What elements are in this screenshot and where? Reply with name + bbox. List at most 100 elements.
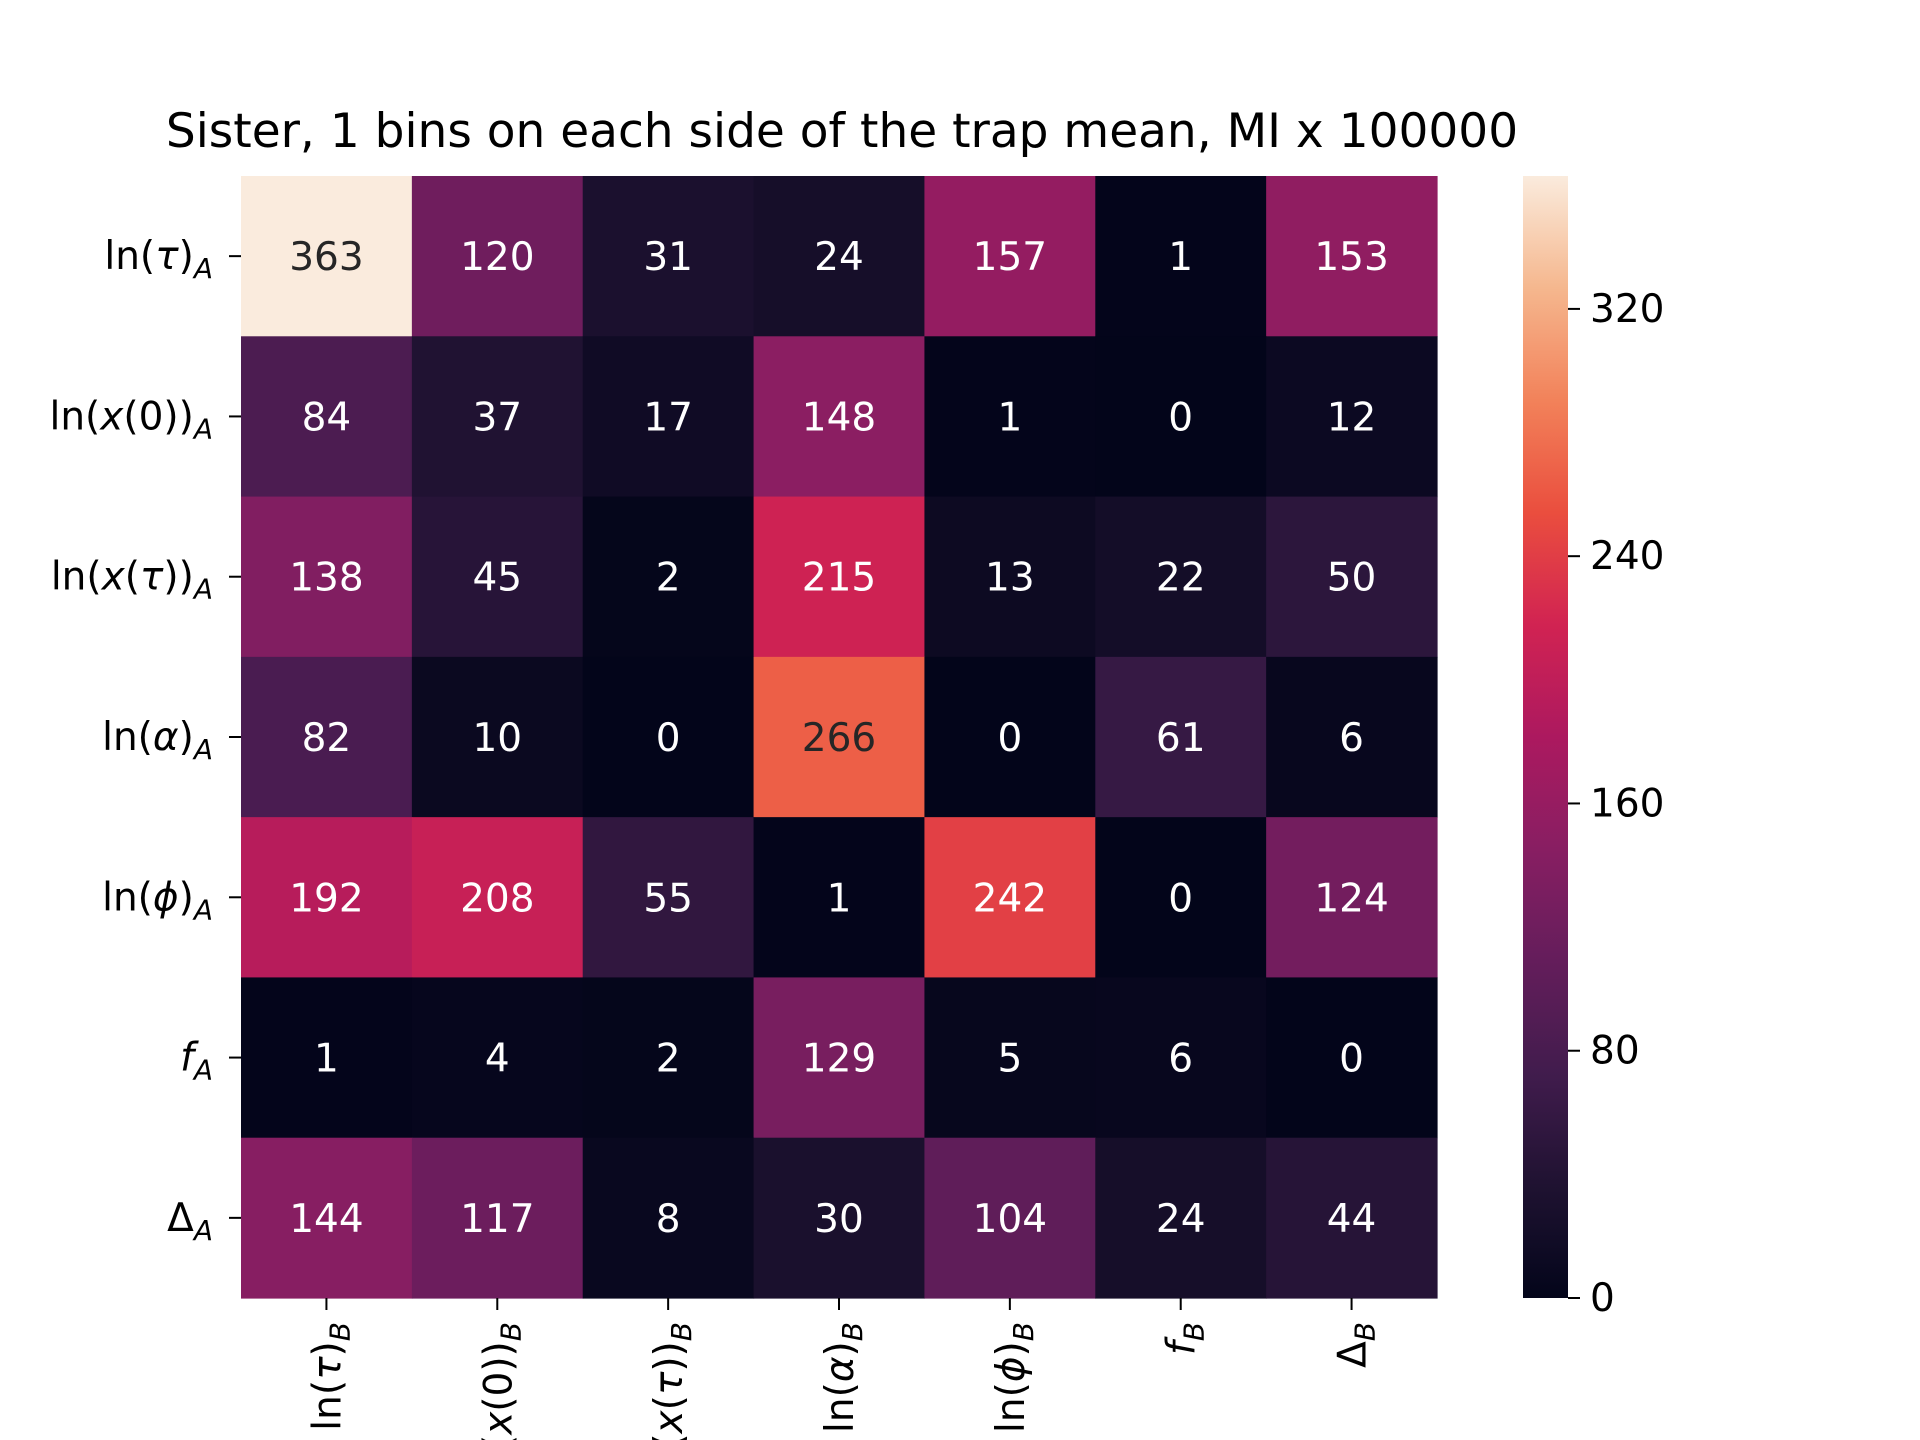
cell-value-label: 84 xyxy=(302,395,352,440)
y-tick-label: ln(α)A xyxy=(102,715,213,766)
cell-value-label: 2 xyxy=(656,556,681,601)
heatmap-cell xyxy=(241,656,413,818)
heatmap-cell xyxy=(753,336,926,498)
heatmap-cell xyxy=(582,656,755,818)
cell-value-label: 148 xyxy=(802,395,876,440)
heatmap-cell xyxy=(241,496,413,658)
heatmap-cell xyxy=(411,977,584,1139)
heatmap-cell xyxy=(924,496,1096,658)
heatmap-cell xyxy=(924,656,1096,818)
heatmap-cell xyxy=(582,496,755,658)
cell-value-label: 13 xyxy=(985,556,1035,601)
cell-value-label: 266 xyxy=(802,716,876,761)
colorbar-tick-label: 320 xyxy=(1590,287,1664,332)
cell-value-label: 144 xyxy=(289,1197,363,1242)
heatmap-cell xyxy=(1095,176,1267,337)
heatmap-cell xyxy=(241,176,413,337)
colorbar-gradient xyxy=(1523,176,1568,1298)
heatmap-cell xyxy=(582,817,755,979)
cell-value-label: 10 xyxy=(472,716,522,761)
heatmap-cell xyxy=(411,496,584,658)
cell-value-label: 82 xyxy=(302,716,352,761)
y-axis-ticks: ln(τ)A ln(x(0))A ln(x(τ))A ln(α)A ln(ϕ)A fA ΔA xyxy=(50,234,241,1247)
cell-value-label: 5 xyxy=(997,1037,1022,1082)
cell-value-label: 24 xyxy=(1156,1197,1206,1242)
heatmap-cell xyxy=(1266,817,1438,979)
cell-value-label: 8 xyxy=(656,1197,681,1242)
x-tick-label: ln(ϕ)B xyxy=(989,1322,1040,1433)
x-tick-label: ln(α)B xyxy=(818,1322,869,1433)
x-tick-label: ln(τ)B xyxy=(305,1322,356,1431)
heatmap-cell xyxy=(924,977,1096,1139)
cell-value-label: 12 xyxy=(1327,395,1377,440)
heatmap-cell xyxy=(1266,496,1438,658)
cell-value-label: 242 xyxy=(973,876,1047,921)
cell-value-label: 192 xyxy=(289,876,363,921)
heatmap-cell xyxy=(582,977,755,1139)
heatmap-cell xyxy=(1266,336,1438,498)
heatmap-cell xyxy=(241,336,413,498)
cell-value-label: 1 xyxy=(997,395,1022,440)
y-tick-label: ΔA xyxy=(167,1196,213,1247)
cell-value-label: 4 xyxy=(485,1037,510,1082)
heatmap-cell xyxy=(753,656,926,818)
heatmap-cell xyxy=(1095,496,1267,658)
cell-value-label: 6 xyxy=(1339,716,1364,761)
y-tick-label: fA xyxy=(180,1036,213,1087)
cell-value-label: 215 xyxy=(802,556,876,601)
heatmap-cell xyxy=(753,817,926,979)
cell-value-label: 6 xyxy=(1168,1037,1193,1082)
heatmap-cell xyxy=(411,176,584,337)
cell-value-label: 0 xyxy=(997,716,1022,761)
cell-value-label: 0 xyxy=(656,716,681,761)
heatmap-cell xyxy=(1266,656,1438,818)
heatmap-cell xyxy=(924,336,1096,498)
cell-value-label: 129 xyxy=(802,1037,876,1082)
x-tick-label: ln(x(τ))B xyxy=(647,1322,698,1440)
cell-value-label: 61 xyxy=(1156,716,1206,761)
heatmap-cell xyxy=(411,336,584,498)
cell-value-label: 2 xyxy=(656,1037,681,1082)
cell-value-label: 117 xyxy=(460,1197,534,1242)
cell-value-label: 153 xyxy=(1314,235,1388,280)
cell-value-label: 104 xyxy=(973,1197,1047,1242)
cell-value-label: 30 xyxy=(814,1197,864,1242)
cell-value-label: 17 xyxy=(643,395,693,440)
cell-value-label: 1 xyxy=(314,1037,339,1082)
cell-value-label: 22 xyxy=(1156,556,1206,601)
colorbar-tick-label: 240 xyxy=(1590,534,1664,579)
heatmap-cell xyxy=(241,1137,413,1299)
x-axis-ticks: ln(τ)B ln(x(0))B ln(x(τ))B ln(α)B ln(ϕ)B fB ΔB xyxy=(305,1298,1382,1440)
heatmap-cell xyxy=(924,1137,1096,1299)
y-tick-label: ln(τ)A xyxy=(104,234,213,285)
cell-value-label: 0 xyxy=(1168,395,1193,440)
cell-value-label: 0 xyxy=(1168,876,1193,921)
heatmap-cell xyxy=(753,496,926,658)
heatmap-cell xyxy=(411,1137,584,1299)
heatmap-cell xyxy=(753,1137,926,1299)
x-tick-label: ΔB xyxy=(1331,1322,1382,1368)
colorbar-tick-label: 0 xyxy=(1590,1276,1615,1321)
cell-value-label: 1 xyxy=(1168,235,1193,280)
cell-value-label: 138 xyxy=(289,556,363,601)
x-tick-label: ln(x(0))B xyxy=(476,1322,527,1440)
heatmap-cell xyxy=(582,1137,755,1299)
cell-value-label: 55 xyxy=(643,876,693,921)
cell-value-label: 157 xyxy=(973,235,1047,280)
heatmap-cell xyxy=(1266,176,1438,337)
heatmap-cell xyxy=(753,176,926,337)
heatmap-cell xyxy=(582,176,755,337)
heatmap-cell xyxy=(1095,1137,1267,1299)
colorbar xyxy=(1523,176,1568,1298)
y-tick-label: ln(x(τ))A xyxy=(51,555,213,606)
heatmap-cell xyxy=(753,977,926,1139)
cell-value-label: 37 xyxy=(472,395,522,440)
heatmap-cell xyxy=(1095,336,1267,498)
cell-value-label: 208 xyxy=(460,876,534,921)
heatmap-cell xyxy=(411,656,584,818)
x-tick-label: fB xyxy=(1160,1322,1211,1355)
cell-value-label: 24 xyxy=(814,235,864,280)
colorbar-tick-label: 160 xyxy=(1590,781,1664,826)
